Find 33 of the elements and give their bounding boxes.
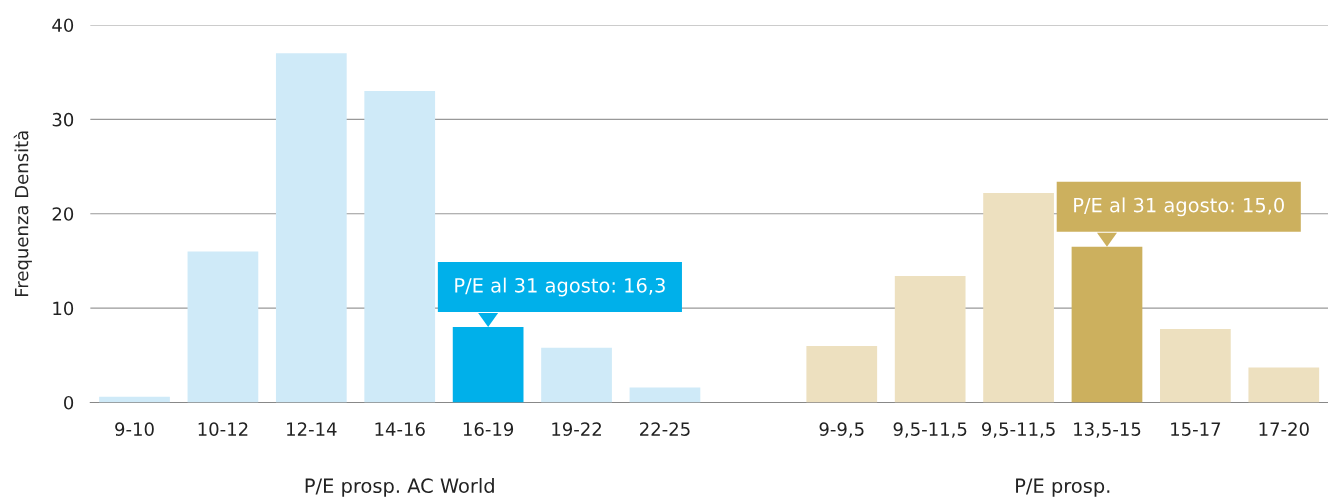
x-tick-label: 9-9,5 (819, 422, 864, 438)
x-tick-label: 17-20 (1259, 422, 1309, 436)
bar (364, 91, 436, 403)
x-tick-label: 19-22 (552, 422, 601, 436)
bar (1160, 328, 1231, 403)
y-tick-label: 10 (53, 301, 74, 316)
y-tick-label: 30 (52, 112, 74, 127)
y-axis-title: Frequenza Densità (13, 131, 32, 296)
bar (187, 251, 259, 403)
annotation: P/E al 31 agosto: 16,3 (455, 277, 665, 297)
bar (894, 276, 966, 403)
x-tick-label: 12-14 (287, 422, 337, 436)
x-tick-label: 16-19 (463, 422, 514, 436)
y-tick-label: 20 (52, 207, 74, 221)
bar (983, 192, 1054, 403)
bar (806, 345, 878, 403)
text: P/E prosp. AC World (305, 478, 494, 497)
text: P/E prosp. (1016, 478, 1110, 497)
x-tick-label: 15-17 (1171, 422, 1221, 436)
y-tick-label: 40 (52, 18, 74, 33)
x-tick-label: 9,5-11,5 (893, 422, 967, 438)
x-tick-label: 10-12 (198, 422, 248, 436)
x-tick-label: 9-10 (115, 422, 154, 436)
bar (629, 387, 701, 403)
x-tick-label: 13,5-15 (1074, 422, 1141, 438)
x-tick-label: 9,5-11,5 (982, 422, 1055, 438)
bar (1248, 367, 1320, 403)
bar (541, 347, 612, 403)
annotation: P/E al 31 agosto: 15,0 (1074, 197, 1284, 217)
y-tick-label: 0 (64, 395, 74, 410)
bar (275, 53, 347, 403)
x-tick-label: 14-16 (375, 422, 425, 436)
x-tick-label: 22-25 (640, 422, 690, 436)
